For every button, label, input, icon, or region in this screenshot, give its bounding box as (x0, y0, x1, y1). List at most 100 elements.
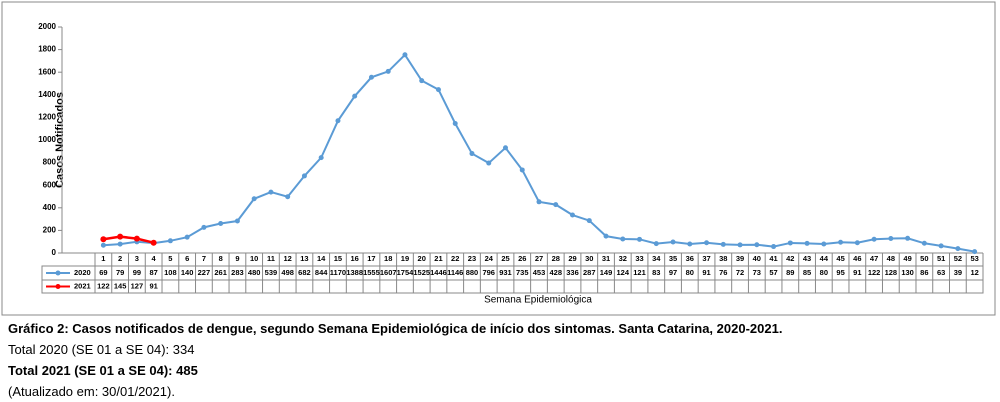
x-tick-label: 44 (820, 254, 829, 263)
data-point (184, 234, 190, 240)
data-point (620, 236, 626, 242)
series-line (103, 53, 975, 253)
x-tick-label: 34 (652, 254, 661, 263)
x-tick-label: 52 (954, 254, 962, 263)
data-point (704, 240, 710, 246)
x-tick-label: 18 (384, 254, 392, 263)
table-value: 87 (149, 268, 157, 277)
x-tick-label: 23 (468, 254, 476, 263)
data-point (687, 241, 693, 247)
data-point (787, 240, 793, 246)
data-point (201, 224, 207, 230)
table-value: 880 (466, 268, 479, 277)
table-value: 121 (633, 268, 646, 277)
table-value: 227 (198, 268, 211, 277)
data-point (268, 189, 274, 195)
table-value: 91 (702, 268, 710, 277)
table-value: 931 (499, 268, 512, 277)
table-value: 1446 (430, 268, 447, 277)
data-point (318, 155, 324, 161)
x-tick-label: 17 (367, 254, 375, 263)
x-tick-label: 41 (769, 254, 777, 263)
x-tick-label: 8 (219, 254, 223, 263)
x-tick-label: 22 (451, 254, 459, 263)
y-tick-label: 800 (43, 158, 57, 167)
legend-marker (55, 284, 61, 289)
data-point (419, 78, 425, 84)
data-point (285, 194, 291, 200)
data-point (754, 242, 760, 248)
data-point (251, 196, 257, 202)
data-point (402, 52, 408, 58)
data-point (117, 241, 123, 247)
y-tick-label: 400 (43, 203, 57, 212)
table-value: 57 (769, 268, 777, 277)
data-point (234, 218, 240, 224)
data-point (972, 249, 978, 255)
table-value: 86 (920, 268, 928, 277)
data-point (603, 233, 609, 239)
x-axis-label: Semana Epidemiológica (484, 295, 592, 306)
table-value: 336 (566, 268, 579, 277)
x-tick-label: 29 (568, 254, 576, 263)
data-point (804, 240, 810, 246)
table-value: 122 (97, 281, 110, 290)
x-tick-label: 42 (786, 254, 794, 263)
x-tick-label: 14 (317, 254, 326, 263)
table-value: 1555 (363, 268, 380, 277)
table-value: 1754 (397, 268, 415, 277)
data-point (133, 235, 140, 242)
data-point (519, 167, 525, 173)
x-tick-label: 2 (118, 254, 122, 263)
data-point (821, 241, 827, 247)
data-point (938, 243, 944, 249)
data-point (838, 239, 844, 245)
table-value: 1146 (447, 268, 463, 277)
data-point (368, 74, 374, 80)
data-point (653, 241, 659, 247)
table-value: 69 (99, 268, 107, 277)
data-point (117, 233, 124, 240)
x-tick-label: 49 (903, 254, 911, 263)
data-point (921, 240, 927, 246)
data-point (469, 151, 475, 157)
table-value: 498 (281, 268, 294, 277)
table-value: 1525 (413, 268, 430, 277)
table-value: 735 (516, 268, 529, 277)
series-line (103, 235, 154, 244)
x-tick-label: 46 (853, 254, 861, 263)
table-value: 12 (970, 268, 978, 277)
data-point (486, 160, 492, 166)
x-tick-label: 5 (168, 254, 172, 263)
table-value: 287 (583, 268, 596, 277)
data-point (871, 236, 877, 242)
data-point (536, 199, 542, 205)
x-tick-label: 24 (485, 254, 494, 263)
x-tick-label: 16 (351, 254, 359, 263)
table-value: 682 (298, 268, 311, 277)
table-value: 76 (719, 268, 727, 277)
y-tick-label: 200 (43, 226, 57, 235)
x-tick-label: 48 (887, 254, 895, 263)
data-point (771, 244, 777, 250)
table-value: 140 (181, 268, 194, 277)
table-value: 261 (214, 268, 227, 277)
data-point (720, 241, 726, 247)
table-value: 122 (868, 268, 881, 277)
x-tick-label: 21 (434, 254, 442, 263)
data-point (100, 242, 106, 248)
x-tick-label: 32 (619, 254, 627, 263)
table-value: 796 (482, 268, 495, 277)
x-tick-label: 36 (686, 254, 694, 263)
x-tick-label: 50 (920, 254, 928, 263)
table-value: 91 (853, 268, 861, 277)
y-tick-label: 1800 (38, 45, 56, 54)
x-tick-label: 39 (736, 254, 744, 263)
data-point (452, 121, 458, 127)
x-tick-label: 25 (501, 254, 509, 263)
note: Total 2021 (SE 01 a SE 04): 485 (8, 363, 198, 378)
data-point (502, 145, 508, 151)
x-tick-label: 10 (250, 254, 258, 263)
table-value: 127 (131, 281, 144, 290)
